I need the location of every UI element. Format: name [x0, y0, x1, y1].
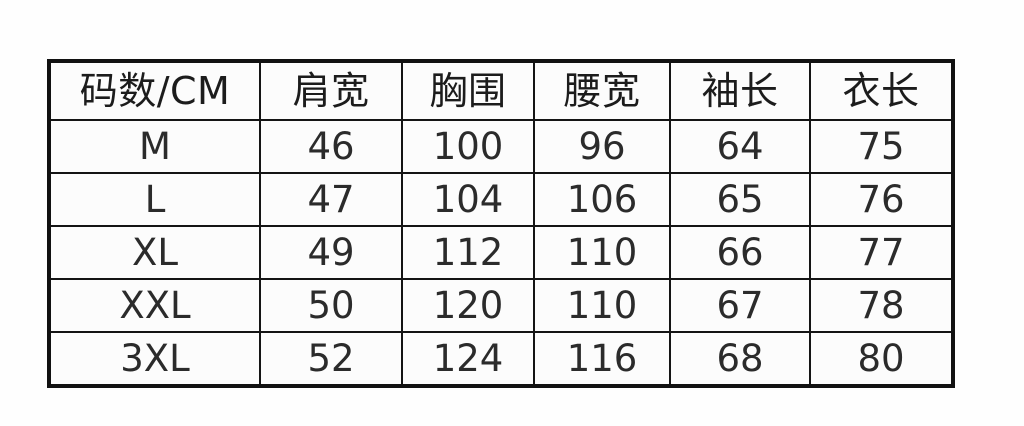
cell-chest: 112 — [401, 225, 535, 280]
cell-shoulder: 46 — [259, 119, 403, 174]
cell-shoulder: 49 — [259, 225, 403, 280]
size-chart-table: 码数/CM 肩宽 胸围 腰宽 袖长 衣长 M 46 100 96 64 75 L… — [47, 59, 955, 388]
cell-size: XXL — [48, 278, 261, 333]
cell-size: XL — [48, 225, 261, 280]
cell-waist: 96 — [533, 119, 671, 174]
cell-chest: 124 — [401, 331, 535, 387]
cell-sleeve: 65 — [669, 172, 811, 227]
table-row: XL 49 112 110 66 77 — [48, 225, 954, 280]
column-header-chest: 胸围 — [401, 60, 535, 121]
cell-sleeve: 67 — [669, 278, 811, 333]
cell-length: 78 — [809, 278, 954, 333]
size-chart-container: 码数/CM 肩宽 胸围 腰宽 袖长 衣长 M 46 100 96 64 75 L… — [47, 59, 955, 388]
cell-length: 80 — [809, 331, 954, 387]
cell-length: 77 — [809, 225, 954, 280]
cell-length: 76 — [809, 172, 954, 227]
cell-size: M — [48, 119, 261, 174]
cell-waist: 110 — [533, 278, 671, 333]
cell-waist: 106 — [533, 172, 671, 227]
table-row: L 47 104 106 65 76 — [48, 172, 954, 227]
column-header-garment-length: 衣长 — [809, 60, 954, 121]
cell-waist: 110 — [533, 225, 671, 280]
cell-chest: 100 — [401, 119, 535, 174]
cell-sleeve: 64 — [669, 119, 811, 174]
column-header-sleeve-length: 袖长 — [669, 60, 811, 121]
column-header-size: 码数/CM — [48, 60, 261, 121]
cell-sleeve: 66 — [669, 225, 811, 280]
cell-waist: 116 — [533, 331, 671, 387]
cell-shoulder: 52 — [259, 331, 403, 387]
cell-shoulder: 50 — [259, 278, 403, 333]
cell-length: 75 — [809, 119, 954, 174]
column-header-waist-width: 腰宽 — [533, 60, 671, 121]
cell-size: 3XL — [48, 331, 261, 387]
table-row: 3XL 52 124 116 68 80 — [48, 331, 954, 387]
table-header-row: 码数/CM 肩宽 胸围 腰宽 袖长 衣长 — [48, 60, 954, 121]
table-row: XXL 50 120 110 67 78 — [48, 278, 954, 333]
cell-chest: 120 — [401, 278, 535, 333]
column-header-shoulder-width: 肩宽 — [259, 60, 403, 121]
cell-sleeve: 68 — [669, 331, 811, 387]
table-row: M 46 100 96 64 75 — [48, 119, 954, 174]
cell-chest: 104 — [401, 172, 535, 227]
cell-size: L — [48, 172, 261, 227]
cell-shoulder: 47 — [259, 172, 403, 227]
